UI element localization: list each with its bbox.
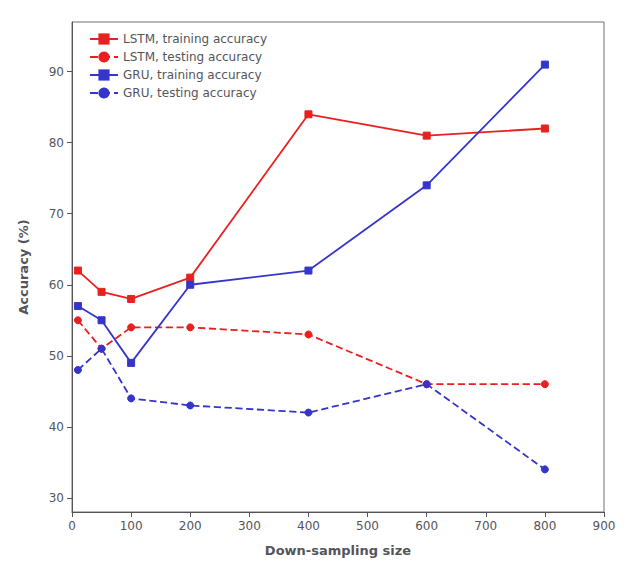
svg-text:50: 50 <box>49 349 64 363</box>
svg-text:90: 90 <box>49 65 64 79</box>
svg-text:30: 30 <box>49 491 64 505</box>
svg-text:Accuracy (%): Accuracy (%) <box>16 219 31 315</box>
svg-text:500: 500 <box>356 519 379 533</box>
svg-text:700: 700 <box>474 519 497 533</box>
svg-text:300: 300 <box>238 519 261 533</box>
svg-text:LSTM, training accuracy: LSTM, training accuracy <box>123 32 267 46</box>
svg-text:800: 800 <box>533 519 556 533</box>
svg-text:40: 40 <box>49 420 64 434</box>
svg-text:200: 200 <box>179 519 202 533</box>
svg-text:600: 600 <box>415 519 438 533</box>
svg-text:70: 70 <box>49 207 64 221</box>
svg-text:LSTM, testing accuracy: LSTM, testing accuracy <box>123 50 262 64</box>
svg-text:400: 400 <box>297 519 320 533</box>
svg-text:GRU, training accuracy: GRU, training accuracy <box>123 68 262 82</box>
svg-text:Down-sampling size: Down-sampling size <box>265 543 412 558</box>
svg-text:900: 900 <box>593 519 616 533</box>
svg-text:100: 100 <box>120 519 143 533</box>
svg-text:80: 80 <box>49 136 64 150</box>
svg-text:GRU, testing accuracy: GRU, testing accuracy <box>123 86 257 100</box>
svg-text:60: 60 <box>49 278 64 292</box>
svg-text:0: 0 <box>68 519 76 533</box>
